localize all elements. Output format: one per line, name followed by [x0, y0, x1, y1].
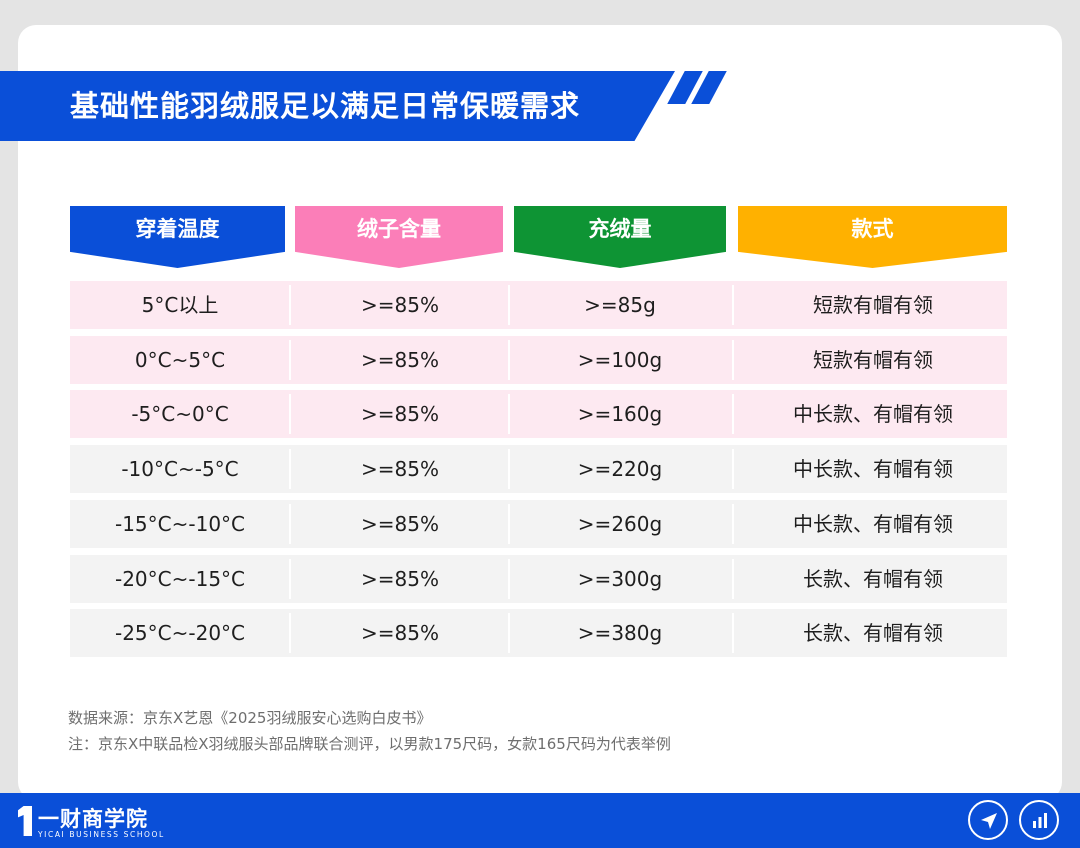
- cell-fill-weight: >=300g: [577, 567, 663, 591]
- footnote: 注：京东X中联品检X羽绒服头部品牌联合测评，以男款175尺码，女款165尺码为代…: [68, 735, 671, 753]
- cell-down-content: >=85%: [361, 293, 439, 317]
- cell-down-content: >=85%: [361, 348, 439, 372]
- cell-fill-weight: >=380g: [577, 621, 663, 645]
- cell-temperature: -15°C~-10°C: [114, 512, 246, 536]
- cell-style: 中长款、有帽有领: [793, 512, 953, 536]
- cell-fill-weight: >=220g: [577, 457, 663, 481]
- cell-temperature: 0°C~5°C: [134, 348, 226, 372]
- bar-chart-icon: [1033, 813, 1047, 828]
- cell-fill-weight: >=260g: [577, 512, 663, 536]
- cell-style: 短款有帽有领: [813, 293, 933, 317]
- column-divider: [289, 613, 291, 653]
- column-divider: [289, 559, 291, 599]
- column-divider: [289, 394, 291, 434]
- column-divider: [732, 613, 734, 653]
- cell-fill-weight: >=160g: [577, 402, 663, 426]
- column-divider: [508, 394, 510, 434]
- cell-temperature: -20°C~-15°C: [114, 567, 246, 591]
- column-divider: [508, 613, 510, 653]
- cell-style: 长款、有帽有领: [803, 621, 943, 645]
- cell-style: 长款、有帽有领: [803, 567, 943, 591]
- header-style: 款式: [851, 217, 894, 241]
- table-row: [70, 555, 1007, 603]
- column-divider: [732, 504, 734, 544]
- header-down-content: 绒子含量: [357, 217, 441, 241]
- column-divider: [732, 340, 734, 380]
- cell-temperature: -10°C~-5°C: [121, 457, 239, 481]
- stats-button[interactable]: [1019, 800, 1059, 840]
- column-divider: [289, 449, 291, 489]
- column-divider: [508, 559, 510, 599]
- title-banner: [0, 71, 675, 141]
- header-fill-weight: 充绒量: [588, 217, 652, 241]
- paper-plane-icon: [981, 813, 997, 829]
- column-divider: [508, 449, 510, 489]
- column-divider: [508, 340, 510, 380]
- cell-style: 中长款、有帽有领: [793, 457, 953, 481]
- table-row: [70, 609, 1007, 657]
- cell-down-content: >=85%: [361, 457, 439, 481]
- brand-subtitle: YICAI BUSINESS SCHOOL: [38, 830, 165, 839]
- cell-style: 中长款、有帽有领: [793, 402, 953, 426]
- table-row: [70, 500, 1007, 548]
- column-divider: [508, 285, 510, 325]
- cell-down-content: >=85%: [361, 512, 439, 536]
- table-row: [70, 336, 1007, 384]
- footer-bar: [0, 793, 1080, 848]
- cell-temperature: -5°C~0°C: [131, 402, 229, 426]
- column-divider: [732, 285, 734, 325]
- share-button[interactable]: [968, 800, 1008, 840]
- cell-down-content: >=85%: [361, 621, 439, 645]
- cell-down-content: >=85%: [361, 567, 439, 591]
- cell-down-content: >=85%: [361, 402, 439, 426]
- cell-style: 短款有帽有领: [813, 348, 933, 372]
- header-temperature: 穿着温度: [135, 217, 220, 241]
- cell-temperature: -25°C~-20°C: [114, 621, 246, 645]
- page-title: 基础性能羽绒服足以满足日常保暖需求: [70, 89, 581, 123]
- source-note: 数据来源：京东X艺恩《2025羽绒服安心选购白皮书》: [68, 709, 432, 727]
- column-divider: [732, 449, 734, 489]
- table-row: [70, 281, 1007, 329]
- cell-temperature: 5°C以上: [141, 293, 219, 317]
- table-row: [70, 390, 1007, 438]
- brand-name: 一财商学院: [38, 807, 148, 831]
- table-row: [70, 445, 1007, 493]
- column-divider: [289, 504, 291, 544]
- column-divider: [732, 394, 734, 434]
- cell-fill-weight: >=100g: [577, 348, 663, 372]
- column-divider: [289, 285, 291, 325]
- column-divider: [732, 559, 734, 599]
- column-divider: [289, 340, 291, 380]
- cell-fill-weight: >=85g: [584, 293, 656, 317]
- column-divider: [508, 504, 510, 544]
